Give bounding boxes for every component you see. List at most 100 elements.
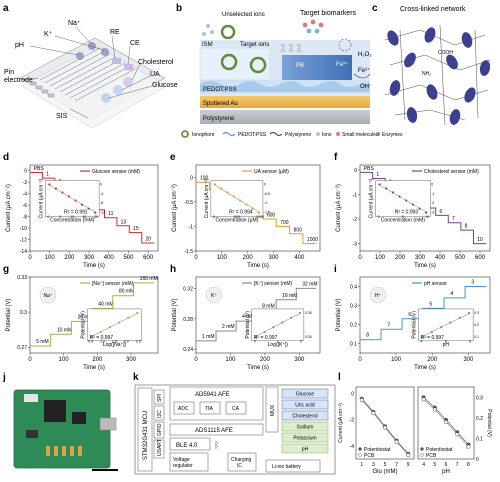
label-ads1115: ADS1115 AFE — [195, 428, 233, 434]
inset-x-tick: 0 — [47, 215, 49, 219]
inset-fit-line — [90, 312, 139, 338]
data-point — [394, 439, 399, 445]
legend-marker — [420, 453, 424, 457]
inset-point — [99, 330, 102, 334]
polystyrene-layer — [200, 110, 370, 124]
y-axis-label: Potential (V) — [486, 409, 492, 437]
panel-l-charts: 1 3 5 7 9 0 -2 -4 Glu (mM) Current (μA cm⁻²) Poten… — [338, 386, 492, 475]
panel-j-pcb — [0, 382, 128, 474]
inset-plot: R² = 0.993 Concentration (mM) Current (μA … — [369, 178, 435, 223]
x-tick-label: 100 — [217, 255, 228, 261]
y-tick-label: -0.5 — [184, 200, 193, 206]
inset-x-tick: 1.5 — [112, 339, 117, 343]
step-label: 40 mM — [98, 302, 113, 308]
block-i2c — [153, 405, 165, 421]
electrode-ce — [124, 64, 133, 70]
inset-point — [411, 203, 414, 206]
output-list: Glucose Uric acid Cholesterol Sodium Potassi… — [281, 388, 329, 454]
step-label: 11 — [108, 211, 113, 217]
ionophore-top — [220, 24, 236, 40]
output-box — [281, 421, 329, 432]
inset-point — [127, 316, 130, 319]
y-tick-label: 0.24 — [183, 347, 193, 353]
step-label: 8 — [465, 224, 468, 230]
inset-x-tick: 1.0 — [100, 339, 105, 343]
x-tick-label: 5 — [384, 462, 387, 468]
block-mcu — [137, 387, 153, 472]
label-spi: SPI — [157, 394, 163, 402]
data-point — [421, 397, 426, 402]
x-axis-label: Time (s) — [83, 365, 105, 371]
plot-frame — [195, 276, 321, 354]
x-tick-label: 0 — [194, 357, 198, 363]
x-tick-label: 0 — [358, 255, 362, 261]
y-tick-label: 0.28 — [183, 317, 193, 323]
fe-arrow — [353, 73, 371, 79]
inset-point — [449, 321, 452, 324]
block-gpio — [153, 421, 165, 439]
inset-x-tick: 2.5 — [136, 339, 141, 343]
x-tick-label: 500 — [123, 255, 134, 261]
y-tick-label: 0 — [190, 175, 193, 181]
y-tick-label: 0 — [24, 169, 27, 175]
biomarker-dot — [314, 28, 320, 34]
y-tick-label: -10 — [20, 226, 27, 232]
inset-y-tick: 0.30 — [305, 311, 312, 315]
step-label: 20 — [145, 236, 151, 242]
y-axis-label: Current (μA cm⁻²) — [336, 184, 342, 232]
pcb-chip-afe — [72, 412, 86, 424]
label-re: RE — [110, 29, 120, 36]
panel-label-e: e — [170, 152, 176, 163]
inset-r2: R² = 0.993 — [395, 210, 419, 216]
step-label: 10 mM — [57, 327, 72, 333]
inset-plot: R² = 0.994 Concentration (μM) Current (μA … — [204, 178, 270, 223]
legend-label: PCB — [426, 453, 437, 459]
step-label: 100 — [200, 176, 209, 182]
step-label: 2 mM — [222, 324, 235, 330]
step-label: PBS — [364, 166, 375, 172]
inset-y-label: Potential (V) — [412, 311, 418, 339]
legend-ionophore: Ionophore — [192, 132, 215, 138]
inset-y-tick: 0 — [431, 182, 433, 186]
label-mcu: STM32G431 MCU — [143, 411, 149, 460]
inset-point — [458, 316, 461, 319]
inset-point — [272, 326, 275, 329]
label-fe2: Fe²⁺ — [358, 67, 370, 74]
inset-x-tick: 500 — [234, 215, 240, 219]
plot-frame — [359, 164, 491, 252]
inset-y-tick: -0.5 — [264, 192, 270, 196]
step-label: 80 mM — [119, 289, 134, 295]
legend-label: Potentiostat — [426, 447, 453, 453]
panel-label-c: c — [372, 3, 378, 14]
x-tick-label: 100 — [45, 255, 56, 261]
y-tick-label: 0 — [354, 168, 357, 174]
x-tick-label: 100 — [375, 255, 386, 261]
step-label: 32 mM — [302, 281, 317, 287]
inset-y-tick: -1 — [431, 192, 434, 196]
inset-point — [80, 203, 84, 206]
label-i2c: I2C — [157, 410, 163, 418]
x-tick-label: 100 — [225, 357, 236, 363]
inset-point — [468, 311, 471, 315]
step-label: 1 — [376, 172, 379, 178]
panel-label-h: h — [170, 264, 176, 275]
x-tick-label: 0 — [358, 357, 362, 363]
inset-point — [90, 335, 93, 338]
label-gpio: GPIO — [157, 423, 163, 436]
x-tick-label: 3 — [372, 462, 375, 468]
y-tick-label: 0.1 — [476, 436, 483, 442]
y-tick-label: 0.3 — [20, 310, 27, 316]
step-label: 6 — [408, 312, 411, 318]
ion-badge — [369, 286, 387, 304]
step-label: 13 — [121, 219, 127, 225]
label-pb: PB — [296, 63, 304, 69]
inset-x-tick: 2 — [300, 339, 302, 343]
panel-b-legend: Ionophore PEDOT:PSS Polystyrene Ions Sma… — [181, 130, 403, 138]
y-tick-label: -2 — [23, 180, 28, 186]
y-axis-label: Potential (V) — [336, 298, 342, 331]
y-axis-label: Current (μA cm⁻²) — [338, 403, 344, 443]
inset-fit-line — [254, 312, 301, 338]
y-tick-label: -8 — [23, 215, 28, 221]
inset-point — [398, 195, 401, 198]
